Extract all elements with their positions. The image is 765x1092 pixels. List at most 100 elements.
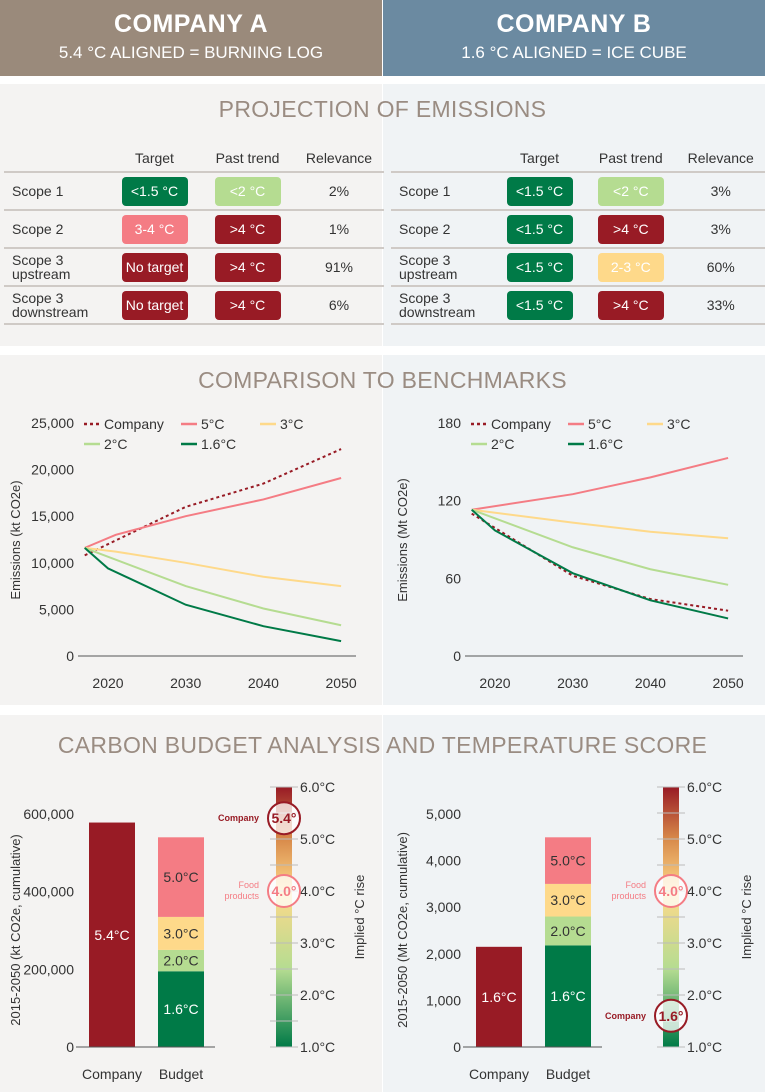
temperature-marker [267, 874, 301, 908]
y-axis-label: 2015-2050 (kt CO2e, cumulative) [8, 834, 23, 1025]
y-axis-label: 2015-2050 (Mt CO2e, cumulative) [395, 832, 410, 1028]
x-tick-label: 2030 [557, 675, 588, 691]
company-bar [89, 822, 135, 1047]
column-header: Past trend [215, 149, 280, 166]
legend-label: 2°C [104, 436, 128, 452]
column-header: Relevance [305, 149, 373, 166]
scope-text: Scope 1 [399, 183, 451, 199]
projection-title: PROJECTION OF EMISSIONS [218, 96, 547, 122]
legend-label: 1.6°C [588, 436, 623, 452]
legend-label: 3°C [667, 416, 691, 432]
series-line-2°C [471, 508, 729, 586]
budget-segment-label: 5.0°C [550, 853, 585, 869]
y-tick-label: 25,000 [31, 415, 74, 431]
scope-label: Scope 3 upstream [391, 247, 494, 286]
temperature-marker [654, 874, 688, 908]
company-bar [476, 946, 522, 1047]
temperature-marker-value: 4.0° [271, 883, 296, 899]
y-tick-label: 20,000 [31, 462, 74, 478]
temperature-marker-value: 4.0° [658, 883, 683, 899]
scale-axis-label: Implied °C rise [739, 875, 754, 960]
scope-label: Scope 3 downstream [4, 285, 108, 325]
scope-label: Scope 2 [391, 209, 494, 248]
budget-segment [158, 837, 204, 917]
target-badge: <1.5 °C [121, 176, 188, 206]
target-badge: <1.5 °C [506, 214, 573, 244]
y-tick-label: 180 [438, 415, 462, 431]
budget-segment [545, 916, 591, 946]
series-line-2°C [84, 546, 342, 627]
target-badge: <1.5 °C [506, 176, 573, 206]
scale-tick-label: 4.0°C [300, 883, 335, 899]
scale-tick-label: 5.0°C [687, 831, 722, 847]
budget-segment-label: 1.6°C [550, 988, 585, 1004]
legend-label: 2°C [491, 436, 515, 452]
series-line-Company [84, 448, 342, 557]
series-line-5°C [471, 456, 729, 511]
column-header: Target [520, 149, 559, 166]
scope-text: Scope 1 [12, 183, 64, 199]
table-row: Scope 3 upstream <1.5 °C 2-3 °C 60% [391, 247, 765, 286]
temperature-marker [267, 801, 301, 836]
scale-tick-label: 2.0°C [300, 987, 335, 1003]
temperature-marker-label: Company [605, 1011, 646, 1021]
relevance-value: 91% [294, 247, 384, 286]
x-tick-label: 2040 [248, 675, 279, 691]
scope-text: Scope 3 downstream [12, 290, 89, 320]
relevance-value: 1% [294, 209, 384, 248]
series-line-5°C [84, 477, 342, 549]
table-row: Scope 2 3-4 °C >4 °C 1% [4, 209, 384, 248]
series-line-3°C [84, 546, 342, 588]
y-tick-label: 5,000 [426, 806, 461, 822]
series-line-1.6°C [471, 508, 729, 620]
budget-segment [545, 945, 591, 1047]
projection-table-b: Target Past trend Relevance Scope 1 <1.5 °C… [391, 144, 765, 325]
relevance-value: 2% [294, 171, 384, 210]
temperature-marker-label: Food [238, 880, 259, 890]
y-tick-label: 1,000 [426, 992, 461, 1008]
budget-segment [158, 949, 204, 972]
y-tick-label: 0 [453, 648, 461, 664]
company-bar-label: 1.6°C [481, 989, 516, 1005]
budget-segment-label: 5.0°C [163, 869, 198, 885]
budget-segment-label: 2.0°C [163, 953, 198, 969]
x-tick-label: Budget [546, 1066, 590, 1082]
trend-badge: >4 °C [214, 290, 281, 320]
budget-segment-label: 3.0°C [163, 925, 198, 941]
temperature-marker-label: Company [218, 813, 259, 823]
y-tick-label: 600,000 [23, 806, 74, 822]
x-tick-label: 2050 [326, 675, 357, 691]
scale-tick-label: 2.0°C [687, 987, 722, 1003]
temperature-marker-value: 5.4° [271, 810, 296, 826]
y-tick-label: 0 [453, 1039, 461, 1055]
y-tick-label: 60 [445, 570, 461, 586]
temperature-marker [654, 998, 688, 1033]
benchmarks-title: COMPARISON TO BENCHMARKS [198, 367, 567, 393]
table-row: Scope 3 downstream No target >4 °C 6% [4, 285, 384, 325]
scale-tick-label: 3.0°C [687, 935, 722, 951]
company-a-subtitle: 5.4 °C ALIGNED = BURNING LOG [58, 43, 324, 62]
relevance-value: 3% [676, 171, 765, 210]
scale-tick-label: 6.0°C [300, 779, 335, 795]
legend-label: 1.6°C [201, 436, 236, 452]
x-tick-label: 2040 [635, 675, 666, 691]
trend-badge: >4 °C [597, 290, 664, 320]
scale-tick-label: 1.0°C [687, 1039, 722, 1055]
table-row: Scope 2 <1.5 °C >4 °C 3% [391, 209, 765, 248]
scale-tick-label: 6.0°C [687, 779, 722, 795]
temperature-marker-label: Food [625, 880, 646, 890]
x-tick-label: Company [469, 1066, 529, 1082]
column-header: Past trend [598, 149, 663, 166]
y-tick-label: 10,000 [31, 555, 74, 571]
company-a-header: COMPANY A 5.4 °C ALIGNED = BURNING LOG [0, 0, 382, 76]
x-tick-label: Company [82, 1066, 142, 1082]
budget-segment [158, 971, 204, 1047]
target-badge: No target [121, 252, 188, 282]
trend-badge: >4 °C [214, 214, 281, 244]
series-line-1.6°C [84, 547, 342, 643]
y-tick-label: 2,000 [426, 946, 461, 962]
table-row: Scope 1 <1.5 °C <2 °C 3% [391, 171, 765, 210]
trend-badge: >4 °C [214, 252, 281, 282]
target-badge: <1.5 °C [506, 290, 573, 320]
x-tick-label: Budget [159, 1066, 203, 1082]
